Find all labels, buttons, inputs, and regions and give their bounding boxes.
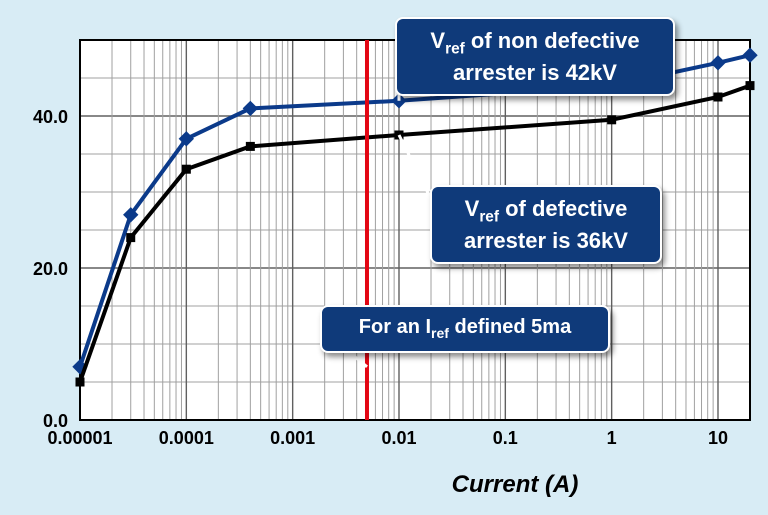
svg-text:0.001: 0.001 (270, 428, 315, 448)
svg-text:40.0: 40.0 (33, 107, 68, 127)
svg-text:10: 10 (708, 428, 728, 448)
svg-text:1: 1 (607, 428, 617, 448)
callout-iref: For an Iref defined 5ma (320, 305, 610, 353)
svg-text:0.0001: 0.0001 (159, 428, 214, 448)
chart-container: 0.020.040.00.000010.00010.0010.010.1110C… (0, 0, 768, 515)
callout-text-line2: arrester is 36kV (464, 228, 628, 253)
callout-non-defective: Vref of non defective arrester is 42kV (395, 17, 675, 96)
callout-defective: Vref of defective arrester is 36kV (430, 185, 662, 264)
svg-text:0.00001: 0.00001 (47, 428, 112, 448)
svg-text:0.01: 0.01 (381, 428, 416, 448)
callout-text-line2: arrester is 42kV (453, 60, 617, 85)
svg-text:20.0: 20.0 (33, 259, 68, 279)
callout-text: Vref of non defective (430, 28, 639, 53)
svg-text:0.1: 0.1 (493, 428, 518, 448)
callout-text: For an Iref defined 5ma (359, 316, 571, 338)
callout-text: Vref of defective (465, 196, 628, 221)
svg-text:Current (A): Current (A) (452, 471, 579, 498)
